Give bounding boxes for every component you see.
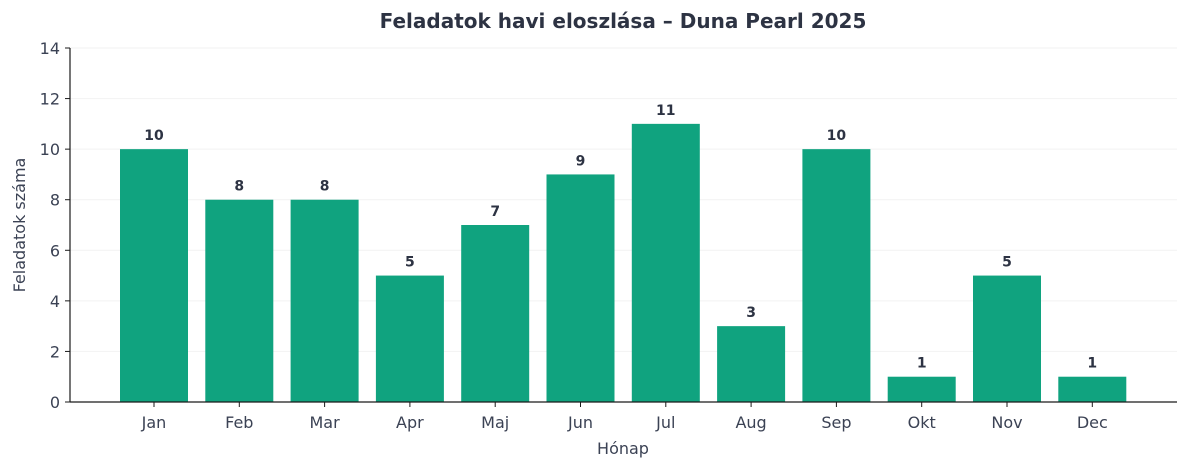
y-tick-label: 10 [40, 140, 60, 159]
y-tick-label: 14 [40, 39, 60, 58]
bar-jul [631, 123, 700, 402]
bar-jun [546, 174, 615, 402]
y-tick-label: 6 [50, 241, 60, 260]
data-label-apr: 5 [405, 255, 415, 271]
axes [69, 48, 1177, 403]
bar-maj [461, 225, 530, 402]
bar-jan [120, 149, 188, 402]
data-label-dec: 1 [1087, 356, 1097, 372]
x-tick-label-jul: Jul [655, 413, 675, 432]
bar-okt [887, 376, 956, 402]
data-label-feb: 8 [234, 179, 244, 195]
bar-feb [205, 199, 274, 402]
data-label-maj: 7 [490, 204, 500, 220]
x-tick-label-maj: Maj [481, 413, 509, 432]
y-tick-label: 12 [40, 90, 60, 109]
bar-sep [802, 149, 871, 402]
x-tick-label-feb: Feb [225, 413, 253, 432]
y-tick-label: 4 [50, 292, 60, 311]
x-tick-label-jan: Jan [141, 413, 167, 432]
data-label-nov: 5 [1002, 255, 1012, 271]
y-tick-label: 0 [50, 393, 60, 412]
x-axis-label: Hónap [597, 439, 649, 458]
y-axis-label: Feladatok száma [10, 158, 29, 293]
data-label-jul: 11 [656, 103, 675, 119]
y-tick-label: 8 [50, 191, 60, 210]
data-label-aug: 3 [746, 305, 756, 321]
bar-aug [717, 326, 786, 402]
bar-nov [973, 275, 1041, 402]
data-label-jun: 9 [576, 153, 586, 169]
data-labels: 10 8 8 5 7 9 11 3 10 1 5 1 [144, 103, 1097, 372]
x-tick-label-apr: Apr [396, 413, 424, 432]
bar-mar [290, 199, 359, 402]
x-tick-label-aug: Aug [735, 413, 766, 432]
x-tick-label-nov: Nov [991, 413, 1022, 432]
x-tick-label-dec: Dec [1077, 413, 1108, 432]
data-label-okt: 1 [917, 356, 927, 372]
y-tick-label: 2 [50, 342, 60, 361]
bar-dec [1058, 376, 1127, 402]
x-axis-ticks: Jan Feb Mar Apr Maj Jun Jul Aug Sep Okt Nov Dec [141, 402, 1108, 432]
x-tick-label-okt: Okt [908, 413, 936, 432]
x-tick-label-mar: Mar [310, 413, 341, 432]
data-label-jan: 10 [144, 128, 164, 144]
bar-apr [375, 275, 444, 402]
data-label-mar: 8 [320, 179, 330, 195]
x-tick-label-jun: Jun [567, 413, 593, 432]
data-label-sep: 10 [827, 128, 847, 144]
bars [120, 123, 1127, 402]
y-axis-ticks: 0 2 4 6 8 10 12 14 [40, 39, 70, 412]
x-tick-label-sep: Sep [821, 413, 851, 432]
chart-title: Feladatok havi eloszlása – Duna Pearl 20… [380, 9, 867, 33]
